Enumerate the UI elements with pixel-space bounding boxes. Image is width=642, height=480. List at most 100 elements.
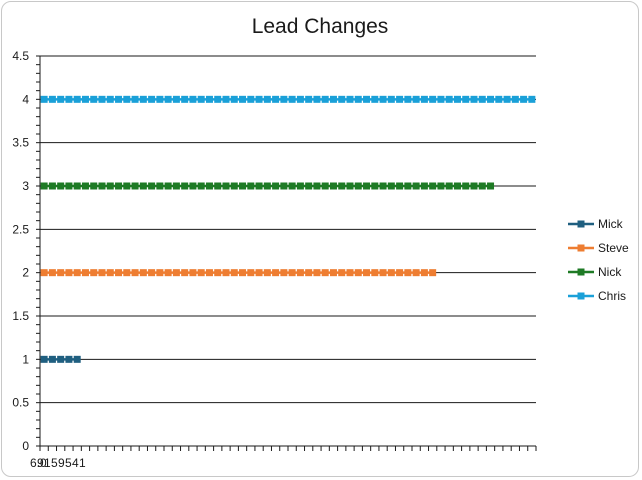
data-point [528,95,536,103]
data-point [48,95,56,103]
series-steve [40,269,437,277]
data-point [263,95,271,103]
data-point [255,95,263,103]
data-point [164,182,172,190]
data-point [205,95,213,103]
data-point [329,182,337,190]
data-point [230,95,238,103]
y-tick-label: 2 [22,266,29,280]
data-point [404,269,412,277]
data-point [73,95,81,103]
legend-label: Chris [598,289,626,303]
y-tick-label: 3 [22,179,29,193]
y-tick-label: 2.5 [12,222,29,236]
data-point [437,182,445,190]
data-point [272,182,280,190]
legend-label: Nick [598,265,622,279]
data-point [98,182,106,190]
data-point [139,269,147,277]
data-point [106,182,114,190]
data-point [247,182,255,190]
data-point [429,182,437,190]
data-point [90,95,98,103]
data-point [148,95,156,103]
data-point [487,95,495,103]
data-point [230,269,238,277]
data-point [420,95,428,103]
data-point [321,269,329,277]
data-point [222,182,230,190]
data-point [65,269,73,277]
data-point [396,95,404,103]
legend-item-chris: Chris [568,289,626,303]
data-point [65,355,73,363]
legend-item-nick: Nick [568,265,622,279]
data-point [387,182,395,190]
data-point [396,269,404,277]
y-tick-label: 0.5 [12,396,29,410]
data-point [420,269,428,277]
data-point [172,269,180,277]
data-point [412,269,420,277]
data-point [445,182,453,190]
data-point [65,95,73,103]
data-point [288,269,296,277]
data-point [164,269,172,277]
data-point [520,95,528,103]
data-point [239,269,247,277]
data-point [197,182,205,190]
data-point [495,95,503,103]
data-point [354,95,362,103]
data-point [197,269,205,277]
data-point [371,182,379,190]
legend-marker [577,268,585,276]
data-point [73,355,81,363]
legend: Mick Steve Nick Chris [568,217,629,303]
data-point [156,182,164,190]
data-point [181,269,189,277]
y-tick-label: 4.5 [12,49,29,63]
x-tick-label: 9 [37,456,44,470]
data-point [354,182,362,190]
data-point [156,95,164,103]
data-point [462,95,470,103]
data-point [197,95,205,103]
data-point [412,182,420,190]
legend-label: Steve [598,241,629,255]
data-point [338,182,346,190]
data-point [313,182,321,190]
data-point [164,95,172,103]
legend-item-steve: Steve [568,241,629,255]
data-point [420,182,428,190]
data-point [453,95,461,103]
data-point [255,269,263,277]
x-tick-label: 1 [79,456,86,470]
data-point [329,95,337,103]
x-tick-label: 4 [72,456,79,470]
data-point [131,182,139,190]
data-point [98,95,106,103]
data-point [239,95,247,103]
data-point [40,269,48,277]
data-point [280,269,288,277]
data-point [379,95,387,103]
data-point [346,95,354,103]
data-point [81,269,89,277]
data-point [57,355,65,363]
data-point [139,95,147,103]
data-point [437,95,445,103]
data-point [131,269,139,277]
data-point [404,95,412,103]
data-point [57,182,65,190]
data-point [48,182,56,190]
legend-marker [577,244,585,252]
data-point [230,182,238,190]
data-point [222,269,230,277]
series-nick [40,182,495,190]
data-point [189,182,197,190]
data-point [106,95,114,103]
data-point [148,269,156,277]
data-point [321,95,329,103]
